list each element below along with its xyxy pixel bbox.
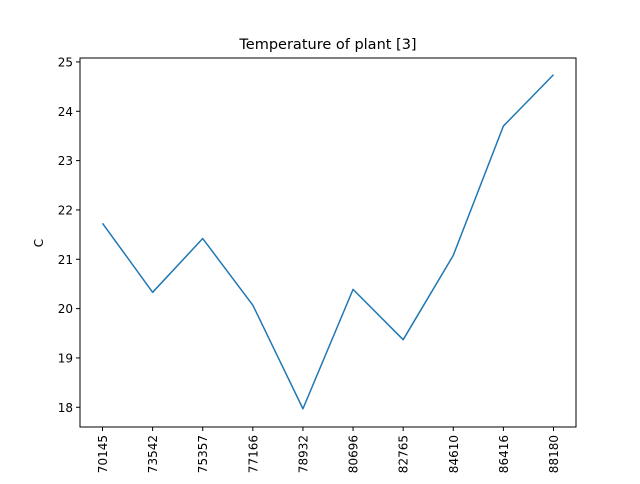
y-tick-label: 25 (58, 55, 73, 69)
chart-title: Temperature of plant [3] (238, 37, 416, 53)
x-tick-label: 78932 (296, 435, 310, 473)
x-tick-label: 80696 (347, 435, 361, 473)
x-tick-label: 82765 (397, 435, 411, 473)
y-tick-label: 22 (58, 203, 73, 217)
x-tick-label: 84610 (447, 435, 461, 473)
y-tick-label: 24 (58, 105, 73, 119)
y-tick-label: 21 (58, 253, 73, 267)
plot-frame (79, 57, 577, 428)
y-tick-label: 23 (58, 154, 73, 168)
x-tick-label: 73542 (146, 435, 160, 473)
y-tick-label: 19 (58, 351, 73, 365)
y-axis-label: C (32, 239, 46, 247)
y-tick-label: 20 (58, 302, 73, 316)
x-tick-label: 75357 (196, 435, 210, 473)
x-tick-label: 88180 (547, 435, 561, 473)
x-tick-label: 86416 (497, 435, 511, 473)
x-tick-label: 70145 (96, 435, 110, 473)
series-line (101, 74, 555, 410)
x-tick-label: 77166 (246, 435, 260, 473)
y-tick-label: 18 (58, 401, 73, 415)
plot-area: 18 19 20 21 22 23 24 25 70145 73542 75357 77166 7893… (58, 55, 577, 473)
